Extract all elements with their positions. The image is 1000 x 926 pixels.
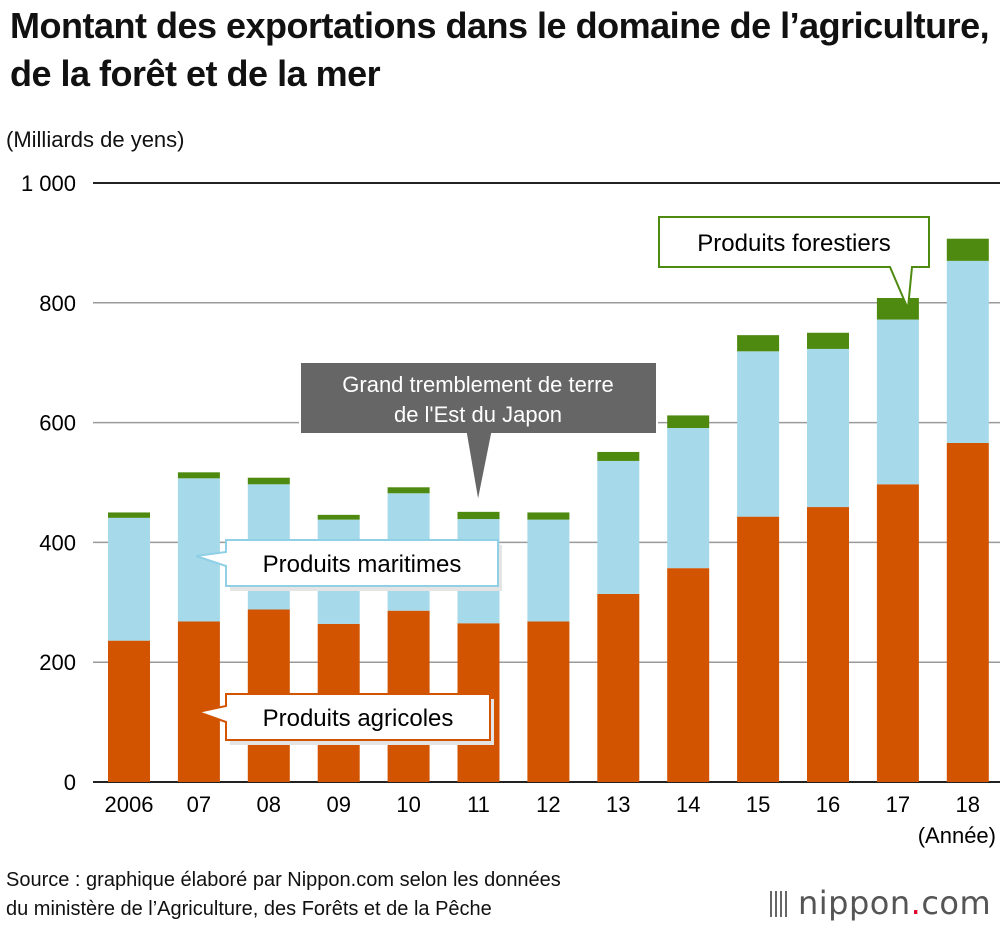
x-tick-label: 11 [467, 792, 490, 817]
earthquake-callout-line-1: Grand tremblement de terre [342, 372, 613, 397]
bar-produits-agricoles [108, 640, 150, 782]
bar-produits-maritimes [597, 460, 640, 594]
forestiers-callout-text: Produits forestiers [697, 230, 890, 257]
earthquake-callout-line-2: de l'Est du Japon [394, 402, 562, 427]
x-tick-label: 14 [676, 792, 700, 817]
bar-produits-forestiers [177, 472, 220, 479]
nippon-logo: nippon.com [770, 884, 991, 922]
earthquake-callout: Grand tremblement de terre de l'Est du Ja… [299, 361, 658, 505]
bar-produits-agricoles [876, 484, 919, 782]
bar-produits-forestiers [876, 298, 919, 320]
bar-produits-agricoles [807, 507, 849, 782]
x-tick-label: 12 [536, 792, 560, 817]
agricoles-callout-box [194, 693, 491, 741]
bar-produits-forestiers [387, 487, 430, 494]
source-note: Source : graphique élaboré par Nippon.co… [6, 866, 561, 924]
source-line-1: Source : graphique élaboré par Nippon.co… [6, 869, 561, 891]
bar-produits-maritimes [527, 519, 570, 622]
y-tick-label: 800 [39, 291, 76, 316]
y-tick-label: 600 [39, 411, 76, 436]
forestiers-callout-box [658, 216, 930, 310]
source-line-2: du ministère de l’Agriculture, des Forêt… [6, 898, 492, 920]
maritimes-callout-text: Produits maritimes [263, 551, 462, 578]
bar-produits-agricoles [527, 621, 570, 782]
y-axis-unit-label: (Milliards de yens) [6, 127, 185, 152]
bar-produits-forestiers [317, 514, 360, 520]
maritimes-callout: Produits maritimes [195, 539, 502, 591]
x-tick-label: 18 [956, 792, 980, 817]
x-tick-label: 17 [886, 792, 910, 817]
maritimes-callout-box [195, 539, 499, 587]
bar-produits-agricoles [667, 568, 710, 782]
bar-produits-agricoles [946, 442, 989, 782]
y-tick-label: 1 000 [21, 171, 76, 196]
bar-produits-agricoles [597, 593, 640, 782]
agricoles-callout: Produits agricoles [194, 693, 494, 745]
y-tick-label: 400 [39, 530, 76, 555]
bar-produits-agricoles [737, 516, 780, 782]
bar-produits-maritimes [737, 351, 780, 517]
x-tick-label: 13 [606, 792, 630, 817]
y-tick-label: 0 [64, 770, 76, 795]
bar-produits-forestiers [597, 451, 640, 461]
stacked-bar-chart: 0 200 400 600 800 1 000 2006 07 08 09 10 11 12 13 14 15… [21, 171, 1000, 848]
bar-produits-maritimes [667, 427, 710, 569]
y-tick-label: 200 [39, 650, 76, 675]
bar-produits-forestiers [247, 477, 290, 485]
bar-produits-maritimes [108, 517, 150, 641]
x-tick-label: 08 [257, 792, 281, 817]
bar-produits-forestiers [807, 332, 849, 349]
earthquake-callout-box [299, 361, 658, 505]
x-tick-label: 10 [396, 792, 420, 817]
x-tick-label: 15 [746, 792, 770, 817]
bar-produits-maritimes [946, 260, 989, 443]
bar-produits-forestiers [108, 512, 150, 518]
x-tick-label: 07 [187, 792, 211, 817]
forestiers-callout: Produits forestiers [658, 216, 930, 310]
x-axis-unit-label: (Année) [918, 823, 996, 848]
bar-produits-forestiers [667, 415, 710, 428]
x-tick-label: 09 [326, 792, 350, 817]
bar-produits-forestiers [946, 238, 989, 261]
logo-bars-icon [770, 891, 790, 917]
chart-title: Montant des exportations dans le domaine… [10, 5, 990, 94]
bar-produits-forestiers [457, 511, 500, 520]
agricoles-callout-text: Produits agricoles [263, 705, 454, 732]
x-tick-label: 2006 [105, 792, 154, 817]
bar-produits-forestiers [527, 512, 570, 520]
x-tick-label: 16 [816, 792, 840, 817]
bar-produits-maritimes [876, 319, 919, 485]
bar-produits-maritimes [177, 478, 220, 622]
bar-produits-forestiers [737, 335, 780, 352]
bar-produits-agricoles [177, 621, 220, 782]
bar-produits-maritimes [807, 348, 849, 508]
